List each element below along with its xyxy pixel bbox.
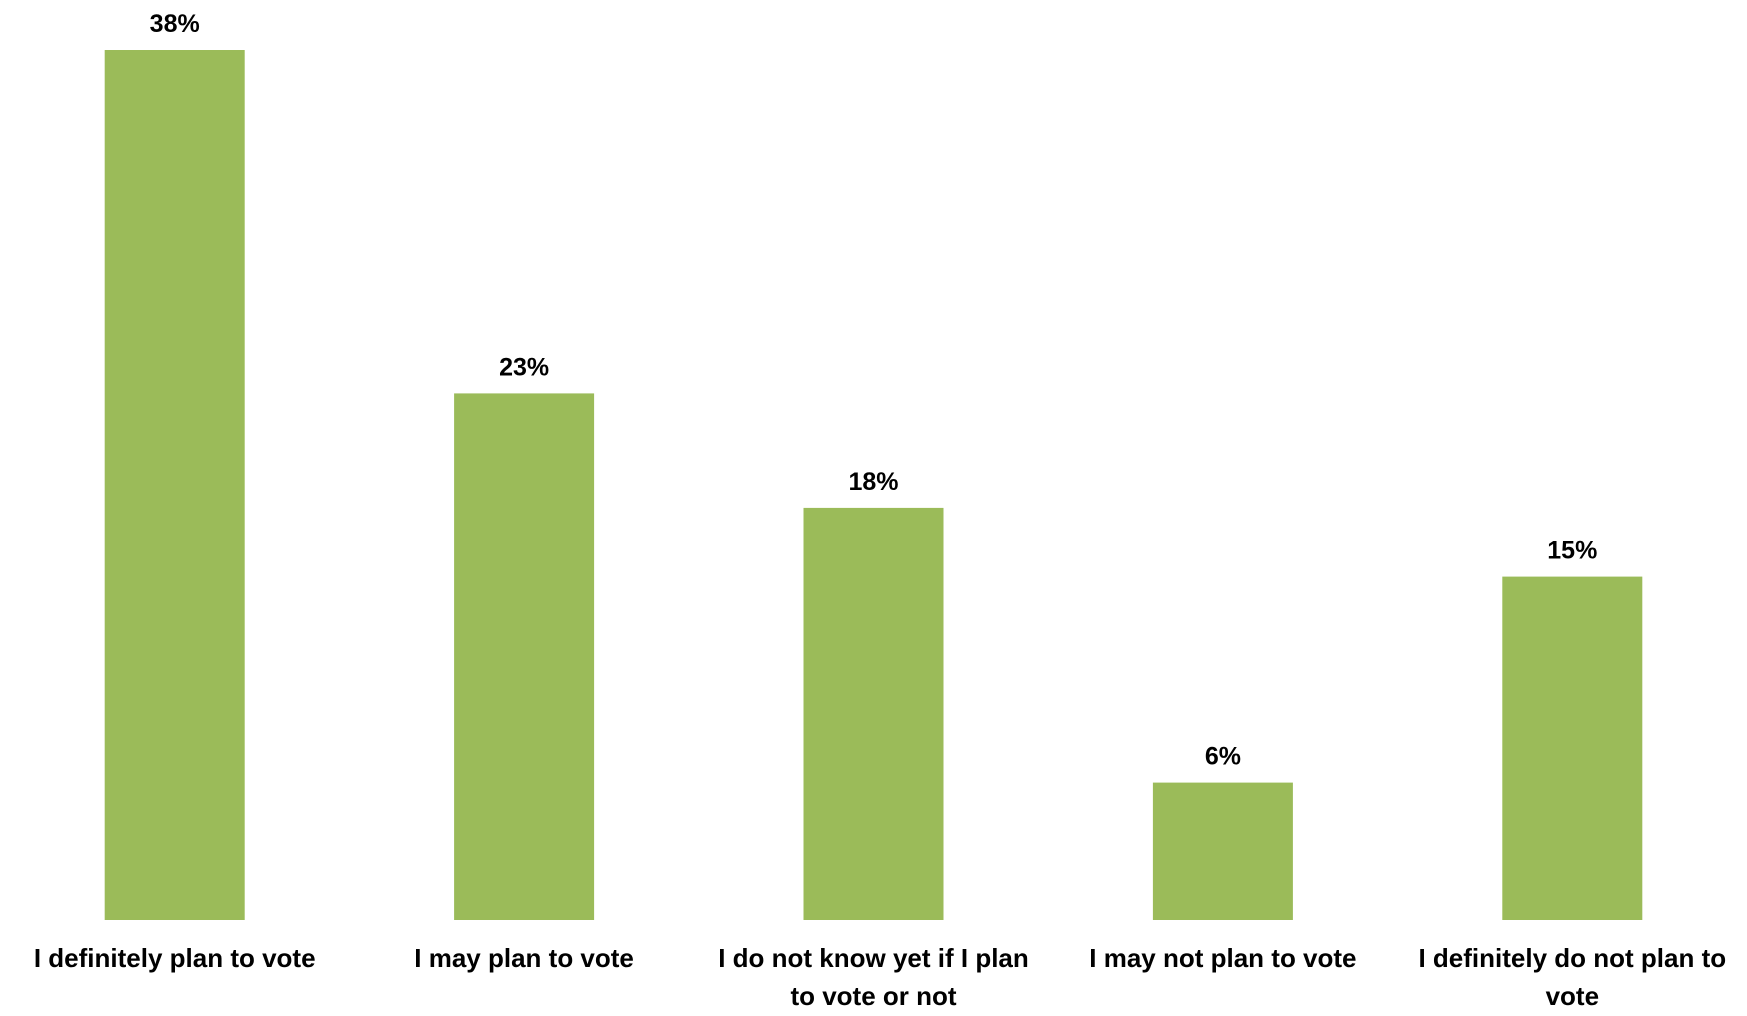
category-label-line: I definitely do not plan to [1418,943,1726,973]
value-label-4: 6% [1205,743,1241,771]
category-label-line: I may not plan to vote [1089,943,1356,973]
category-labels-group: I definitely plan to vote I may plan to v… [34,943,1726,1011]
value-label-2: 23% [499,353,549,381]
category-label-line: to vote or not [790,981,956,1011]
value-labels-group: 38% 23% 18% 6% 15% [150,10,1598,771]
category-label-1: I definitely plan to vote [34,943,316,973]
category-label-5: I definitely do not plan to vote [1418,943,1726,1011]
bars-group [104,50,1643,920]
category-label-line: I definitely plan to vote [34,943,316,973]
category-label-3: I do not know yet if I plan to vote or no… [718,943,1029,1011]
category-label-4: I may not plan to vote [1089,943,1356,973]
category-label-line: vote [1546,981,1599,1011]
bar-3 [803,507,944,920]
value-label-1: 38% [150,10,200,38]
value-label-5: 15% [1547,537,1597,565]
bar-5 [1502,576,1643,920]
category-label-line: I do not know yet if I plan [718,943,1029,973]
bar-1 [104,50,245,920]
bar-4 [1152,782,1293,920]
bar-2 [454,393,595,920]
category-label-2: I may plan to vote [414,943,634,973]
category-label-line: I may plan to vote [414,943,634,973]
value-label-3: 18% [848,468,898,496]
